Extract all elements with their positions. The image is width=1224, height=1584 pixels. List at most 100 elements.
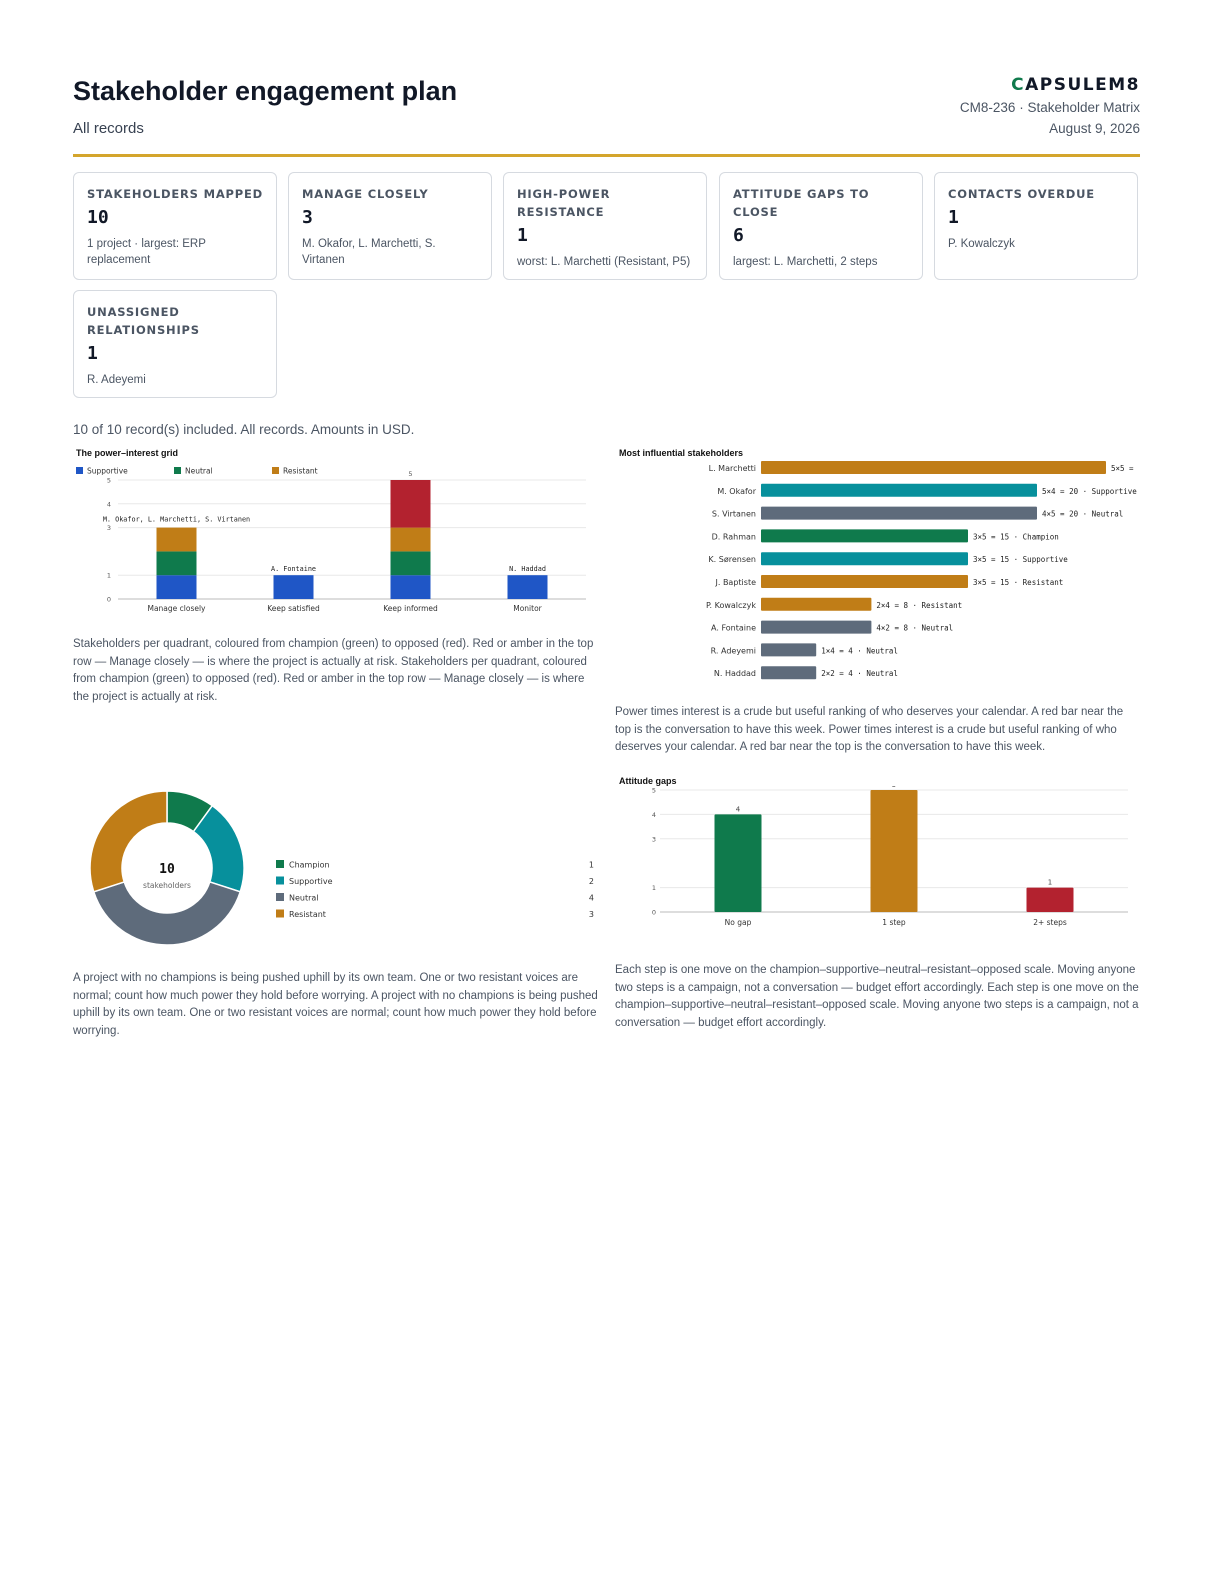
kpi-card: Contacts overdue 1 P. Kowalczyk	[934, 172, 1138, 280]
stacked-bar-segment	[273, 575, 314, 599]
gap-bar	[870, 790, 918, 912]
chart-title: Attitude gaps	[619, 776, 677, 786]
bar-value-label: 4×5 = 20 · Neutral	[1042, 510, 1123, 519]
bar-annotation: N. Haddad	[509, 565, 546, 573]
legend-swatch	[76, 467, 83, 474]
y-tick-label: 0	[652, 909, 656, 917]
brand-logo-initial: C	[1011, 75, 1026, 95]
kpi-note: P. Kowalczyk	[948, 238, 1015, 250]
y-tick-label: 5	[652, 787, 656, 795]
bar-value-label: 2×2 = 4 · Neutral	[821, 669, 898, 678]
bar-total-label: 5	[408, 470, 412, 478]
report-header: Stakeholder engagement plan All records …	[73, 70, 1140, 157]
kpi-label: Manage closely	[302, 187, 429, 201]
donut-center-value: 10	[159, 862, 175, 877]
stacked-bar-segment	[156, 527, 197, 552]
y-tick-label: 1	[652, 884, 656, 892]
kpi-label: Attitude gaps to close	[733, 187, 870, 219]
brand-logo-text: APSULEM8	[1025, 75, 1140, 95]
bar-category-label: A. Fontaine	[711, 624, 756, 633]
chart-title: The power–interest grid	[76, 448, 179, 458]
kpi-note: M. Okafor, L. Marchetti, S. Virtanen	[302, 238, 436, 266]
chart-caption: Each step is one move on the champion–su…	[615, 964, 1139, 1029]
x-tick-label: Keep informed	[383, 604, 438, 613]
x-tick-label: Monitor	[513, 604, 542, 613]
legend-swatch	[276, 876, 284, 885]
legend-swatch	[276, 860, 284, 868]
bar-value-label: 3×5 = 15 · Resistant	[973, 578, 1063, 587]
bar-value-label: 5	[892, 786, 896, 789]
document-reference: CM8-236 · Stakeholder Matrix	[959, 100, 1140, 115]
influence-bar	[761, 506, 1037, 520]
kpi-note: largest: L. Marchetti, 2 steps	[733, 256, 878, 268]
kpi-card: Attitude gaps to close 6 largest: L. Mar…	[719, 172, 923, 280]
stacked-bar-segment	[156, 551, 197, 576]
legend-label: Supportive	[289, 877, 333, 886]
legend-label: Neutral	[289, 894, 319, 903]
bar-value-label: 3×5 = 15 · Champion	[973, 532, 1059, 541]
y-tick-label: 3	[652, 835, 656, 843]
kpi-label: Unassigned relationships	[87, 305, 200, 337]
kpi-card: Manage closely 3 M. Okafor, L. Marchetti…	[288, 172, 492, 280]
legend-label: Resistant	[283, 467, 318, 476]
y-tick-label: 1	[107, 572, 111, 580]
legend-swatch	[276, 893, 284, 901]
legend-swatch	[272, 467, 279, 474]
brand-logo: CAPSULEM8	[1011, 75, 1140, 95]
bar-category-label: N. Haddad	[714, 669, 756, 678]
chart-caption: Stakeholders per quadrant, coloured from…	[73, 638, 594, 703]
legend-label: Resistant	[289, 910, 326, 919]
y-tick-label: 0	[107, 596, 111, 604]
power-interest-chart: Supportive Neutral Resistant 0 1 3 4 5 Manage cl…	[76, 467, 586, 613]
y-tick-label: 5	[107, 477, 111, 485]
legend-swatch	[276, 909, 284, 918]
kpi-card: Unassigned relationships 1 R. Adeyemi	[73, 290, 277, 398]
bar-category-label: L. Marchetti	[709, 464, 756, 473]
y-tick-label: 3	[107, 524, 111, 532]
kpi-value: 1	[517, 225, 528, 246]
x-tick-label: No gap	[725, 918, 752, 927]
influence-bar	[761, 529, 968, 543]
influence-panel: Most influential stakeholders L. Marchet…	[615, 444, 1140, 764]
legend-swatch	[174, 467, 181, 474]
bar-value-label: 3×5 = 15 · Supportive	[973, 555, 1068, 564]
stacked-bar-segment	[390, 527, 431, 552]
influence-bar	[761, 461, 1106, 474]
bar-value-label: 4×2 = 8 · Neutral	[876, 624, 953, 633]
power-interest-panel: The power–interest grid Supportive Neutra…	[73, 444, 598, 734]
bar-category-label: R. Adeyemi	[711, 646, 756, 655]
influence-bar	[761, 575, 968, 588]
kpi-value: 10	[87, 207, 109, 228]
influence-bar	[761, 620, 872, 634]
influence-bar	[761, 666, 817, 680]
kpi-label: Stakeholders mapped	[87, 187, 263, 201]
kpi-note: 1 project · largest: ERP replacement	[87, 238, 206, 266]
legend-value: 4	[589, 894, 594, 903]
chart-title: Most influential stakeholders	[619, 448, 744, 458]
bar-annotation: A. Fontaine	[271, 565, 316, 573]
legend-value: 2	[589, 877, 594, 886]
legend-label: Supportive	[87, 467, 128, 476]
stacked-bar-segment	[390, 575, 431, 599]
legend-label: Champion	[289, 861, 330, 870]
kpi-label: Contacts overdue	[948, 187, 1095, 201]
bar-category-label: M. Okafor	[717, 487, 756, 496]
chart-caption: Power times interest is a crude but usef…	[615, 706, 1124, 753]
gap-bar	[714, 814, 762, 912]
kpi-value: 3	[302, 207, 313, 228]
legend-value: 1	[589, 861, 594, 870]
attitude-mix-panel: 10 stakeholders Champion 1 Supportive 2 Neutra…	[73, 780, 598, 1040]
stacked-bar-segment	[507, 575, 548, 599]
bar-annotation: M. Okafor, L. Marchetti, S. Virtanen	[103, 516, 250, 524]
stacked-bar-segment	[390, 480, 431, 528]
y-tick-label: 4	[652, 811, 656, 819]
bar-value-label: 5×4 = 20 · Supportive	[1042, 487, 1137, 496]
attitude-donut-chart: 10 stakeholders Champion 1 Supportive 2 Neutra…	[89, 790, 594, 946]
bar-category-label: D. Rahman	[712, 532, 756, 541]
donut-center-label: stakeholders	[143, 881, 191, 890]
influence-bar	[761, 552, 968, 566]
x-tick-label: 1 step	[882, 918, 906, 927]
bar-value-label: 2×4 = 8 · Resistant	[876, 601, 962, 610]
influence-bar	[761, 597, 872, 611]
chart-caption: A project with no champions is being pus…	[73, 972, 598, 1037]
